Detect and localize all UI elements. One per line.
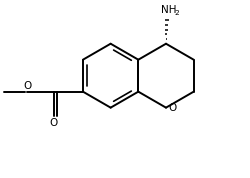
Text: O: O [169, 103, 177, 113]
Text: O: O [23, 81, 32, 91]
Text: O: O [50, 118, 58, 128]
Text: 2: 2 [175, 10, 180, 16]
Text: NH: NH [161, 5, 176, 15]
